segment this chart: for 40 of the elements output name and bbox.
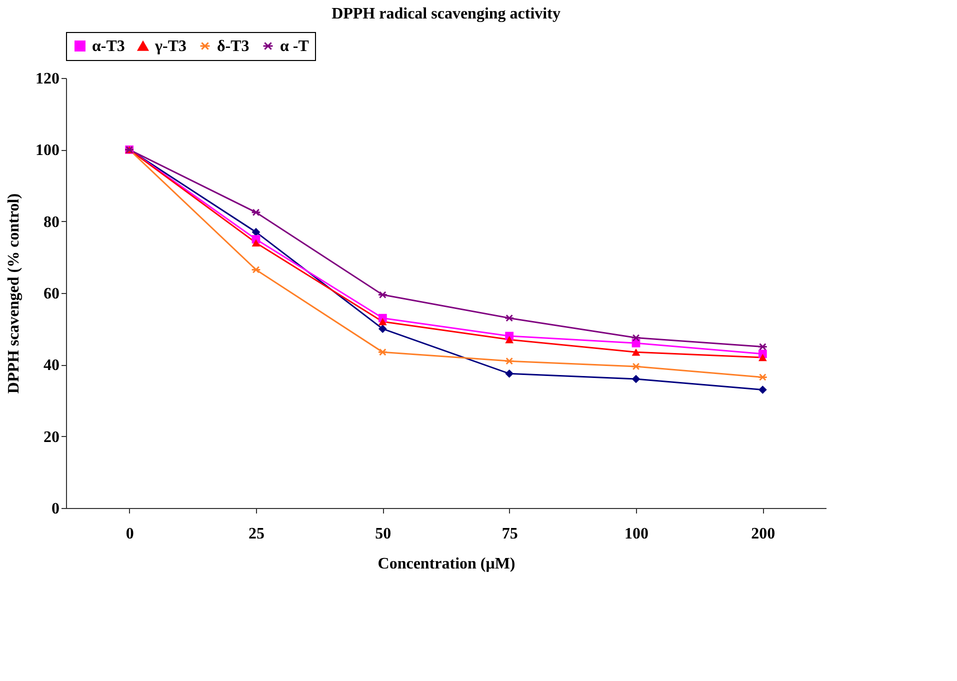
legend-label: γ-T3	[154, 38, 186, 55]
point	[758, 354, 767, 362]
point	[504, 357, 514, 365]
point	[758, 386, 767, 394]
x-tick-label: 200	[751, 526, 776, 542]
point	[631, 334, 641, 342]
x-tick-label: 25	[248, 526, 264, 542]
x-axis-title: Concentration (μM)	[378, 556, 516, 572]
legend-label: α-T3	[92, 38, 125, 55]
x-tick-label: 100	[624, 526, 648, 542]
point	[252, 239, 260, 246]
point	[378, 318, 387, 326]
point	[631, 362, 641, 370]
y-tick-label: 0	[52, 500, 60, 518]
y-tick-label: 60	[44, 286, 60, 302]
point	[632, 374, 640, 384]
point	[758, 374, 768, 381]
y-tick-label: 100	[36, 142, 60, 160]
point	[504, 314, 514, 322]
y-tick-label: 80	[44, 214, 60, 231]
point	[378, 348, 388, 356]
y-tick-label: 120	[36, 70, 60, 88]
y-axis-title: DPPH scavenged (% control)	[6, 193, 22, 394]
legend-label: α -T	[280, 38, 310, 55]
point	[378, 291, 388, 298]
y-tick-label: 20	[44, 428, 60, 446]
x-tick-label: 0	[126, 526, 134, 542]
chart-title: DPPH radical scavenging activity	[332, 6, 560, 22]
legend-label: δ-T3	[217, 38, 250, 55]
point	[632, 348, 640, 356]
point	[251, 208, 261, 216]
x-tick-label: 50	[375, 526, 392, 542]
point	[251, 266, 261, 274]
point	[505, 369, 514, 378]
point	[758, 343, 768, 350]
point	[505, 336, 514, 344]
point	[378, 324, 387, 334]
x-tick-label: 75	[502, 526, 518, 542]
y-tick-label: 40	[44, 357, 60, 374]
point	[252, 228, 260, 236]
